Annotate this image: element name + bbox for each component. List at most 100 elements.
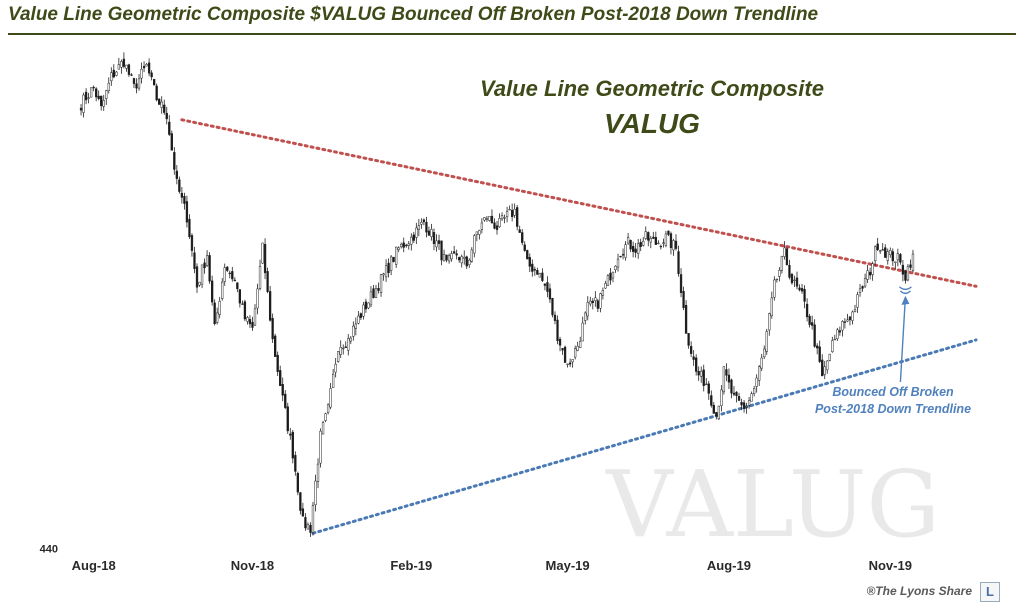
candle (100, 95, 103, 111)
candle-body (359, 313, 363, 318)
x-tick-label: Aug-18 (72, 558, 116, 573)
candle (760, 353, 763, 372)
candle-body (596, 300, 599, 309)
candle (800, 283, 804, 294)
candle (543, 283, 547, 291)
candle-body (357, 315, 360, 324)
candle-body (886, 251, 889, 261)
candle (218, 297, 221, 319)
candle (221, 278, 224, 301)
candle (173, 147, 176, 175)
candle-body (576, 345, 579, 351)
candle (848, 316, 852, 326)
candle (362, 302, 365, 320)
candle-body (468, 259, 471, 266)
candle (750, 391, 753, 402)
candle (896, 248, 899, 267)
candle-body (689, 346, 693, 354)
candle (838, 326, 842, 336)
candle (795, 271, 799, 290)
candle-body (813, 324, 816, 347)
candle (216, 307, 219, 325)
candle-body (412, 234, 415, 241)
candle-body (725, 369, 728, 376)
bounce-marker (898, 286, 912, 295)
candle-body (763, 348, 766, 358)
candle-body (647, 232, 650, 241)
candle-body (523, 244, 526, 251)
candle (725, 363, 728, 382)
candle (160, 96, 163, 114)
brand-logo: L (980, 582, 1000, 602)
candle-body (352, 325, 355, 337)
candle-body (286, 406, 289, 432)
candle-body (200, 264, 204, 285)
candle-body (117, 64, 121, 70)
candle-body (556, 319, 559, 341)
candle (735, 391, 738, 403)
candle (483, 217, 486, 222)
candle (319, 428, 322, 468)
candle-body (337, 351, 340, 362)
candle (256, 283, 259, 315)
candle (405, 243, 408, 248)
candle (352, 321, 355, 341)
candle-body (803, 289, 806, 302)
candle-body (289, 433, 292, 436)
candle-body (909, 264, 912, 268)
candle (589, 296, 592, 307)
candle (372, 284, 375, 299)
candle (200, 264, 204, 289)
candle-body (432, 232, 436, 245)
candle-body (170, 133, 173, 151)
candle (228, 270, 231, 279)
candle (92, 85, 95, 92)
candle (316, 458, 320, 489)
x-tick-label: May-19 (546, 558, 590, 573)
candle-body (823, 366, 826, 375)
candle (132, 77, 136, 89)
candle (432, 228, 436, 251)
candle-body (732, 392, 736, 395)
candle-body (768, 313, 771, 331)
candle (294, 451, 297, 476)
candle-body (266, 271, 269, 292)
candle (720, 385, 723, 412)
candle-body (911, 253, 915, 271)
candle (488, 215, 491, 222)
candle (447, 253, 451, 264)
candle (909, 259, 912, 271)
candle-body (369, 291, 373, 306)
candle-body (236, 282, 239, 290)
candle (493, 218, 496, 230)
candle (463, 250, 466, 265)
candle (455, 249, 458, 260)
candle (248, 315, 252, 328)
candle-body (425, 221, 428, 233)
candle (594, 291, 597, 307)
candle (755, 374, 758, 393)
candle-body (566, 363, 569, 365)
candle-body (233, 279, 236, 282)
candle-body (437, 240, 441, 244)
candle-body (339, 346, 342, 355)
candle (95, 87, 98, 102)
candle-body (828, 353, 831, 361)
candle (384, 259, 388, 282)
candle-body (392, 256, 395, 262)
candle-body (483, 217, 486, 221)
candle-body (586, 302, 589, 317)
candle (742, 400, 746, 413)
candle (818, 340, 821, 364)
candle-body (780, 255, 784, 271)
candle-body (876, 243, 879, 250)
candle (208, 252, 211, 284)
candle-body (856, 294, 859, 308)
candle (523, 241, 526, 252)
candle (805, 298, 809, 322)
candle (165, 106, 168, 125)
candle-body (505, 211, 509, 217)
candle (276, 351, 279, 376)
candle (142, 61, 146, 73)
candle (145, 63, 148, 67)
